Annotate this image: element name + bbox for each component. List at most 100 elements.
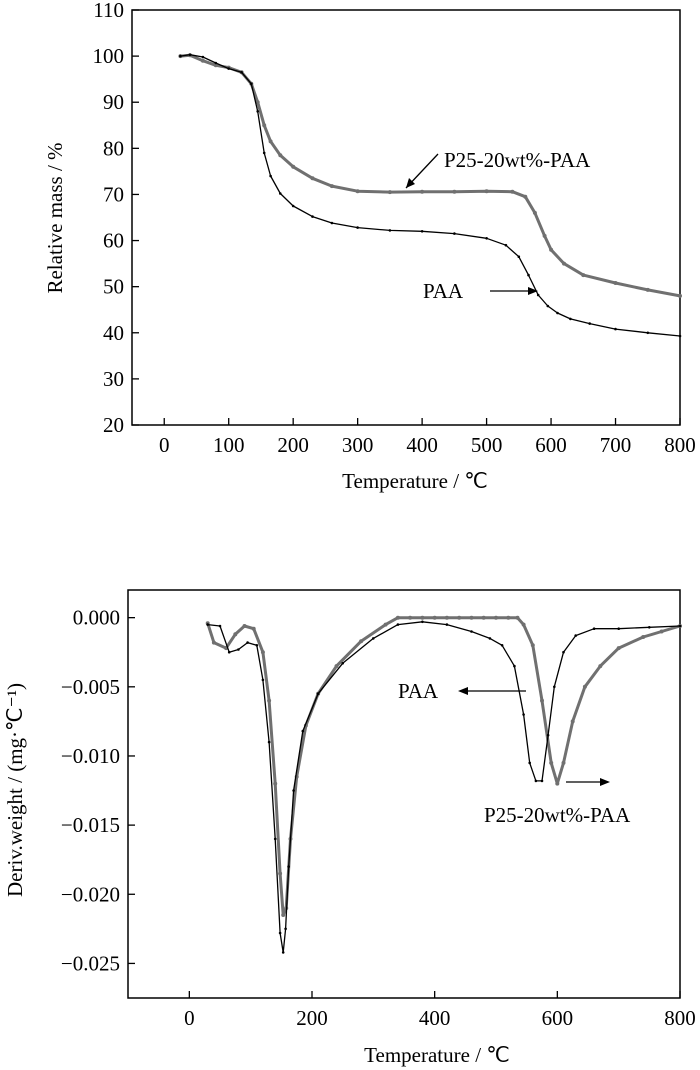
- data-point: [188, 53, 192, 56]
- data-point: [598, 664, 603, 669]
- annotation-paa: PAA: [423, 279, 464, 303]
- data-point: [240, 71, 243, 74]
- y-tick-label: −0.025: [61, 951, 120, 975]
- data-point: [452, 189, 457, 194]
- y-tick-label: 110: [93, 0, 124, 22]
- data-point: [569, 317, 572, 321]
- data-point: [420, 230, 424, 233]
- data-point: [453, 232, 456, 235]
- data-point: [513, 664, 516, 668]
- data-point: [201, 55, 205, 59]
- data-point: [522, 713, 525, 716]
- dtg-plot: 0 200 400 600 800 0.000 −0.005 −0.010 −0.015 −0.…: [3, 589, 696, 1067]
- x-ticks: 0 200 400 600 800: [184, 991, 696, 1030]
- y-tick-label: 100: [93, 44, 125, 68]
- data-point: [214, 61, 218, 65]
- data-point: [359, 639, 364, 644]
- data-point: [484, 189, 489, 194]
- data-point: [641, 635, 646, 639]
- data-point: [310, 176, 315, 181]
- data-point: [179, 54, 182, 58]
- data-point: [255, 644, 259, 647]
- x-tick-label: 100: [213, 433, 245, 457]
- data-point: [678, 624, 682, 628]
- x-tick-label: 800: [664, 433, 696, 457]
- series-paa: [206, 620, 682, 954]
- x-tick-label: 0: [159, 433, 170, 457]
- data-point: [341, 662, 345, 665]
- y-tick-label: −0.015: [61, 813, 120, 837]
- data-point: [616, 646, 621, 651]
- data-point: [329, 184, 334, 189]
- data-point: [372, 637, 375, 640]
- data-point: [469, 615, 474, 620]
- y-tick-label: 0.000: [73, 606, 120, 630]
- x-tick-label: 800: [664, 1006, 696, 1030]
- data-point: [251, 626, 256, 631]
- data-point: [488, 637, 492, 640]
- data-point: [291, 164, 296, 169]
- data-point: [255, 100, 260, 105]
- data-point: [536, 293, 540, 297]
- data-point: [388, 229, 392, 232]
- x-tick-label: 200: [296, 1006, 328, 1030]
- data-point: [206, 623, 209, 626]
- data-point: [227, 650, 231, 654]
- data-point: [281, 951, 285, 954]
- data-point: [278, 931, 282, 935]
- series-p25-20wt-paa: [178, 53, 682, 298]
- y-ticks: 0.000 −0.005 −0.010 −0.015 −0.020 −0.025: [61, 606, 135, 975]
- y-tick-label: 50: [103, 275, 124, 299]
- data-point: [268, 139, 273, 144]
- x-tick-label: 400: [406, 433, 438, 457]
- data-point: [250, 82, 253, 86]
- data-point: [269, 174, 272, 178]
- data-point: [301, 729, 305, 733]
- data-point: [470, 630, 473, 633]
- data-point: [281, 913, 286, 917]
- data-point: [279, 192, 282, 195]
- annotation-arrowhead-p25: [406, 178, 415, 188]
- data-point: [445, 623, 449, 626]
- data-point: [614, 327, 617, 331]
- x-axis-title: Temperature / ℃: [342, 469, 488, 493]
- data-point: [262, 151, 266, 155]
- data-point: [291, 204, 295, 208]
- data-point: [387, 190, 392, 195]
- data-point: [555, 781, 560, 786]
- data-point: [582, 684, 587, 689]
- data-point: [200, 58, 205, 63]
- data-point: [227, 67, 230, 70]
- annotation-paa: PAA: [398, 679, 439, 703]
- data-point: [530, 643, 535, 648]
- data-point: [546, 304, 550, 308]
- data-point: [648, 626, 651, 629]
- data-point: [355, 189, 360, 194]
- data-point: [504, 243, 508, 247]
- data-point: [494, 615, 498, 620]
- data-point: [549, 760, 554, 765]
- data-point: [485, 237, 488, 240]
- y-tick-label: 70: [103, 182, 124, 206]
- data-point: [562, 261, 566, 266]
- data-point: [546, 733, 550, 737]
- data-point: [237, 648, 240, 651]
- x-tick-label: 700: [600, 433, 632, 457]
- x-tick-label: 200: [277, 433, 309, 457]
- data-point: [510, 189, 515, 194]
- data-point: [523, 194, 528, 199]
- data-point: [659, 629, 664, 634]
- y-tick-label: −0.020: [61, 882, 120, 906]
- data-point: [273, 781, 278, 786]
- annotation-arrowhead-p25: [600, 778, 610, 786]
- data-point: [356, 226, 359, 229]
- data-point: [267, 740, 271, 744]
- data-point: [481, 615, 486, 620]
- y-tick-label: −0.010: [61, 744, 120, 768]
- y-ticks: 20 30 40 50 60 70 80 90 100 110: [93, 0, 139, 437]
- y-tick-label: 80: [103, 136, 124, 160]
- data-point: [292, 789, 295, 792]
- y-tick-label: 20: [103, 413, 124, 437]
- data-point: [396, 623, 400, 626]
